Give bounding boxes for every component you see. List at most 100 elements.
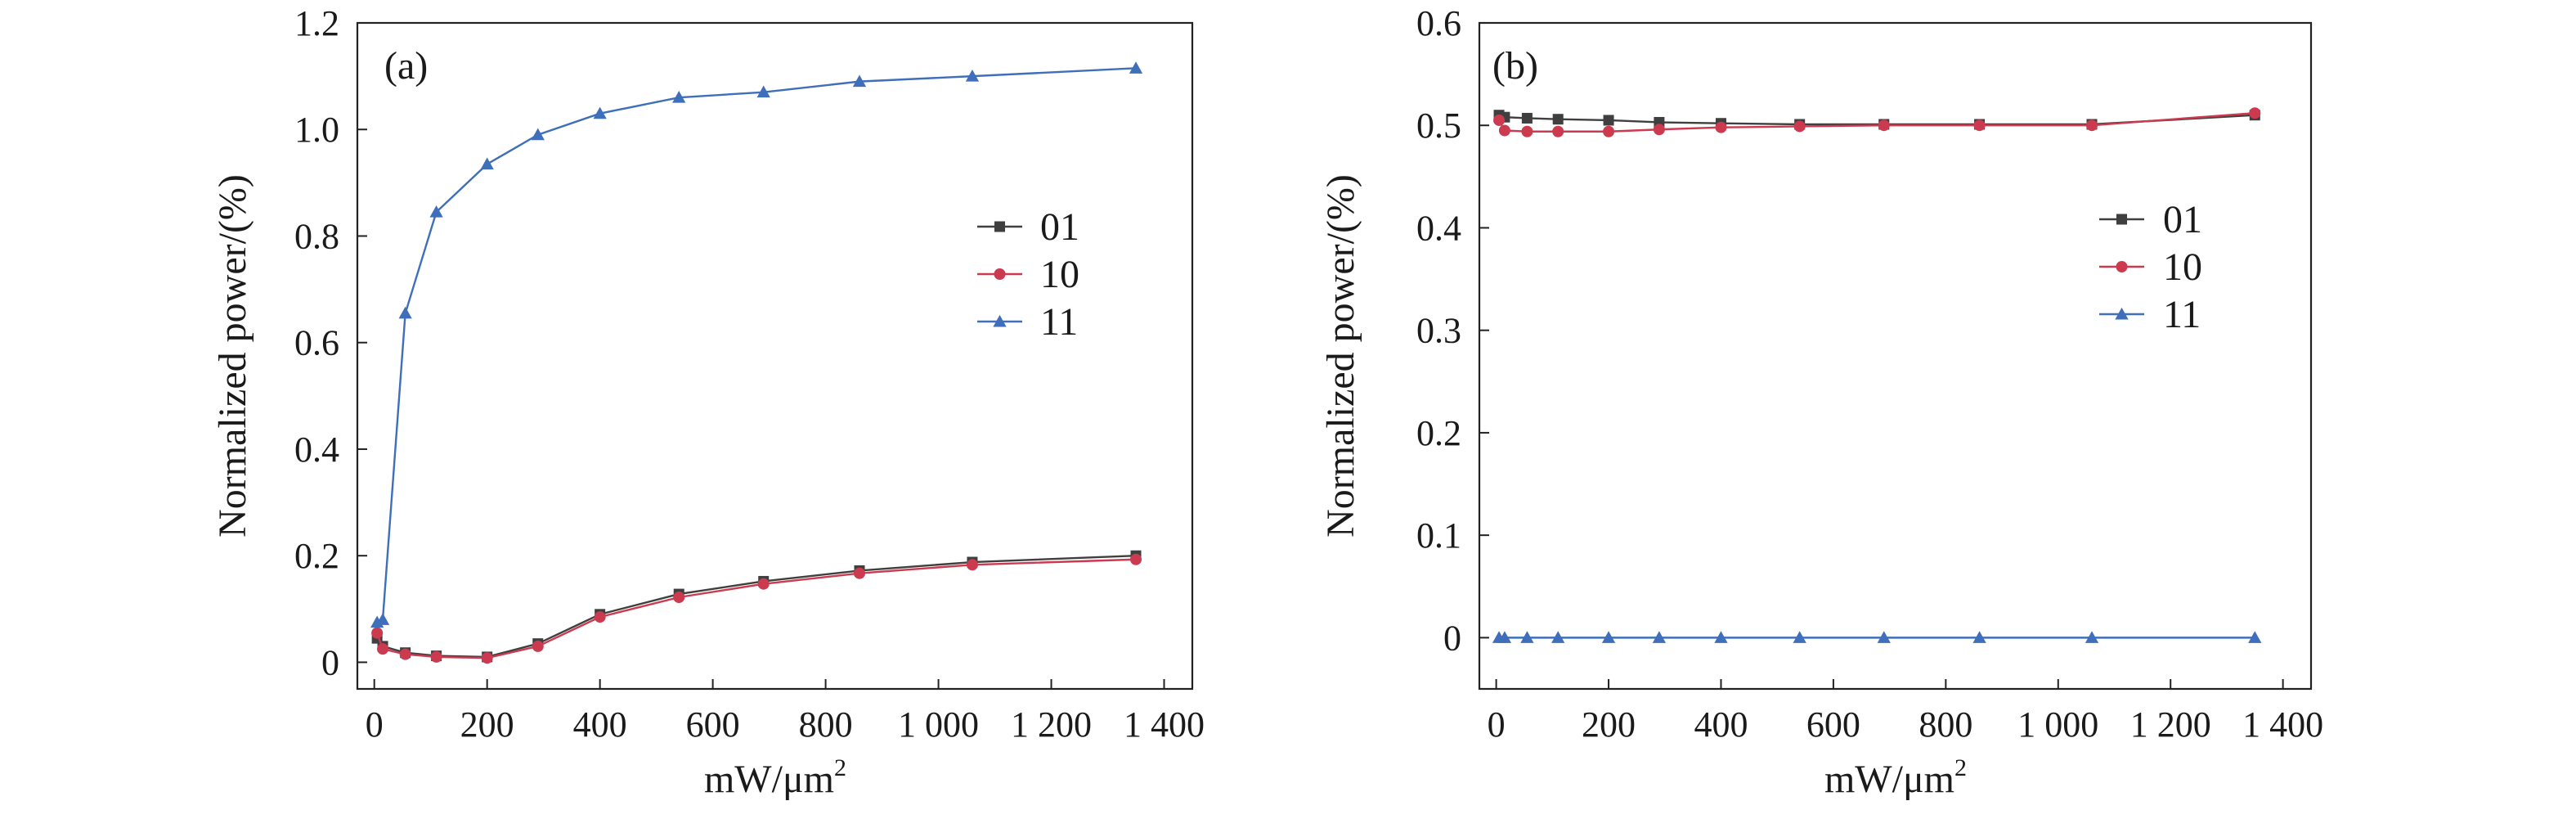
x-axis-title-text: mW/μm	[1824, 758, 1954, 801]
data-point-11	[531, 128, 545, 141]
legend-label: 01	[2163, 198, 2202, 241]
panel-label: (b)	[1492, 44, 1538, 88]
x-tick-label: 800	[799, 704, 853, 745]
x-axis-title-text: mW/μm	[704, 758, 834, 801]
x-tick-label: 0	[366, 704, 384, 745]
data-point-10	[399, 648, 411, 660]
x-tick-label: 600	[1806, 704, 1860, 745]
x-tick-label: 1 200	[2130, 704, 2211, 745]
series-line-11	[376, 67, 1137, 623]
plot-frame	[356, 21, 1194, 691]
legend-label: 11	[1040, 300, 1078, 344]
data-point-10	[757, 578, 770, 590]
legend-item-10: 10	[977, 253, 1079, 296]
data-point-11	[2248, 631, 2262, 643]
series-11	[370, 61, 1143, 628]
legend-item-10: 10	[2099, 245, 2202, 289]
legend-marker	[2115, 307, 2129, 320]
x-axis-title-superscript: 2	[1954, 754, 1967, 781]
x-tick-label: 800	[1919, 704, 1972, 745]
data-point-10	[1715, 121, 1727, 133]
legend-marker	[2116, 214, 2127, 225]
data-point-10	[1793, 120, 1806, 133]
data-point-10	[2249, 107, 2261, 119]
x-tick-label: 200	[1582, 704, 1636, 745]
x-axis-title-superscript: 2	[834, 754, 846, 781]
data-point-10	[1603, 125, 1615, 137]
x-tick-label: 200	[460, 704, 514, 745]
plot-frame	[1478, 21, 2313, 691]
data-point-11	[672, 91, 686, 103]
data-point-11	[480, 157, 494, 170]
x-tick-label: 1 400	[2242, 704, 2323, 745]
data-point-11	[1129, 61, 1143, 74]
x-tick-label: 400	[573, 704, 627, 745]
legend-label: 10	[2163, 245, 2202, 289]
series-11	[1492, 631, 2262, 643]
legend-label: 11	[2163, 293, 2201, 336]
y-tick-label: 1.2	[294, 3, 339, 43]
y-tick-label: 1.0	[294, 110, 339, 150]
data-point-10	[1552, 125, 1564, 137]
y-tick-label: 0.5	[1416, 106, 1461, 146]
data-point-10	[1878, 119, 1890, 132]
data-point-11	[852, 74, 867, 88]
legend-item-11: 11	[977, 300, 1078, 344]
chart-panel-a: 0 0.2 0.4 0.6 0.8 1.0 1.2 0 200 400 600 800 1 000 1 2…	[211, 3, 1205, 801]
data-point-10	[532, 640, 544, 652]
y-tick-label: 0.2	[1416, 413, 1461, 453]
data-point-11	[2085, 631, 2099, 643]
x-axis-title: mW/μm2	[1824, 754, 1967, 801]
legend-marker	[994, 268, 1006, 280]
y-tick-label: 0.6	[294, 323, 339, 363]
data-point-11	[1652, 631, 1667, 643]
data-point-10	[377, 643, 389, 655]
data-point-11	[1601, 631, 1616, 643]
y-tick-label: 0	[321, 642, 339, 682]
legend-marker	[2116, 261, 2128, 272]
chart-panel-b: 0 0.1 0.2 0.3 0.4 0.5 0.6 0 200 400 600 800 1 000 1 2…	[1319, 3, 2323, 801]
series-10	[1493, 107, 2261, 137]
y-tick-label: 0	[1443, 618, 1461, 658]
data-point-10	[966, 559, 978, 571]
data-point-11	[965, 69, 980, 82]
y-tick-label: 0.1	[1416, 515, 1461, 556]
data-point-10	[1493, 114, 1506, 126]
x-tick-label: 600	[686, 704, 740, 745]
data-point-11	[1972, 631, 1986, 643]
x-tick-label: 1 000	[898, 704, 979, 745]
data-point-10	[1653, 124, 1665, 136]
legend-item-11: 11	[2099, 293, 2201, 336]
series-line-10	[376, 558, 1137, 659]
data-point-11	[398, 306, 412, 319]
data-point-10	[481, 652, 493, 664]
data-point-11	[1793, 631, 1806, 643]
x-tick-label: 1 200	[1011, 704, 1092, 745]
legend-label: 01	[1040, 205, 1079, 249]
y-tick-label: 0.3	[1416, 311, 1461, 351]
y-tick-label: 0.2	[294, 536, 339, 576]
data-point-01	[1603, 115, 1614, 126]
data-point-11	[1877, 631, 1891, 643]
y-tick-label: 0.4	[1416, 208, 1461, 248]
data-point-10	[853, 567, 865, 579]
legend-item-01: 01	[977, 205, 1079, 249]
data-point-10	[1973, 119, 1986, 132]
legend-label: 10	[1040, 253, 1079, 296]
legend-marker	[993, 314, 1007, 327]
y-tick-label: 0.6	[1416, 3, 1461, 43]
data-point-10	[673, 591, 685, 603]
data-point-10	[1521, 125, 1533, 137]
data-point-10	[2086, 119, 2098, 132]
data-point-10	[1130, 553, 1142, 565]
data-point-11	[1551, 631, 1565, 643]
data-point-01	[1521, 112, 1533, 124]
series-10	[371, 553, 1142, 664]
data-point-10	[371, 627, 384, 639]
y-tick-label: 0.4	[294, 430, 339, 470]
data-point-10	[430, 650, 442, 663]
series-line-01	[376, 555, 1137, 659]
data-point-01	[1552, 114, 1564, 125]
data-point-11	[756, 85, 770, 98]
